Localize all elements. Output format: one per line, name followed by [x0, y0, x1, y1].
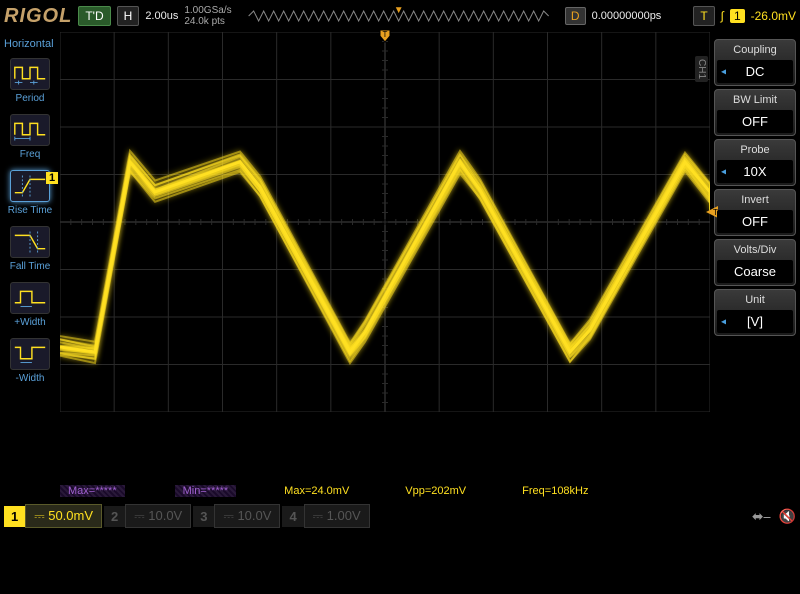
invert-menu-button[interactable]: InvertOFF — [714, 189, 796, 236]
waveform-overview: ▼ — [238, 7, 559, 25]
channel-2-indicator[interactable]: 2⎓ 10.0V — [104, 504, 191, 528]
bottom-bar: 1⎓ 50.0mV2⎓ 10.0V3⎓ 10.0V4⎓ 1.00V ⬌⎯ 🔇 — [0, 500, 800, 532]
measure-width-button[interactable]: -Width — [3, 334, 57, 388]
measure-falltime-button[interactable]: Fall Time — [3, 222, 57, 276]
meas-vpp: Vpp=202mV — [397, 485, 474, 497]
scope-display: T 1 T Max=***** Min=***** Max=24.0mV Vpp… — [60, 32, 710, 500]
trigger-level: -26.0mV — [751, 9, 796, 23]
channel-tag: CH1 — [695, 56, 708, 82]
t-badge: T — [693, 6, 714, 26]
trigger-source: 1 — [730, 9, 745, 23]
probe-menu-button[interactable]: Probe◂10X — [714, 139, 796, 186]
mem-points: 24.0k pts — [184, 16, 231, 27]
meas-max-stars: Max=***** — [60, 485, 125, 497]
channel-3-indicator[interactable]: 3⎓ 10.0V — [193, 504, 280, 528]
meas-min-stars: Min=***** — [175, 485, 237, 497]
d-badge: D — [565, 7, 586, 25]
channel-1-indicator[interactable]: 1⎓ 50.0mV — [4, 504, 102, 528]
trigger-edge-icon: ∫ — [721, 9, 724, 23]
timebase-value: 2.00us — [145, 10, 178, 22]
unit-menu-button[interactable]: Unit◂[V] — [714, 289, 796, 336]
meas-freq: Freq=108kHz — [514, 485, 596, 497]
channel-4-indicator[interactable]: 4⎓ 1.00V — [282, 504, 369, 528]
bwlimit-menu-button[interactable]: BW LimitOFF — [714, 89, 796, 136]
h-badge: H — [117, 6, 140, 26]
coupling-menu-button[interactable]: Coupling◂DC — [714, 39, 796, 86]
left-menu-title: Horizontal — [2, 36, 58, 52]
measure-freq-button[interactable]: Freq — [3, 110, 57, 164]
top-bar: RIGOL T'D H 2.00us 1.00GSa/s 24.0k pts ▼… — [0, 0, 800, 32]
voltsdiv-menu-button[interactable]: Volts/DivCoarse — [714, 239, 796, 286]
sound-icon: 🔇 — [779, 508, 796, 525]
measure-period-button[interactable]: Period — [3, 54, 57, 108]
right-menu: Coupling◂DCBW LimitOFFProbe◂10XInvertOFF… — [710, 32, 800, 500]
usb-icon: ⬌⎯ — [752, 508, 771, 525]
logo: RIGOL — [4, 5, 72, 28]
meas-max: Max=24.0mV — [276, 485, 357, 497]
sample-rate: 1.00GSa/s — [184, 5, 231, 16]
trigger-position-icon: ▼ — [394, 5, 403, 16]
measure-width-button[interactable]: +Width — [3, 278, 57, 332]
delay-value: 0.00000000ps — [592, 10, 662, 22]
waveform — [60, 32, 710, 412]
run-mode-badge: T'D — [78, 6, 110, 26]
measurement-bar: Max=***** Min=***** Max=24.0mV Vpp=202mV… — [60, 482, 710, 500]
left-menu: Horizontal PeriodFreqRise TimeFall Time+… — [0, 32, 60, 500]
channel-1-marker: 1 — [46, 172, 58, 184]
